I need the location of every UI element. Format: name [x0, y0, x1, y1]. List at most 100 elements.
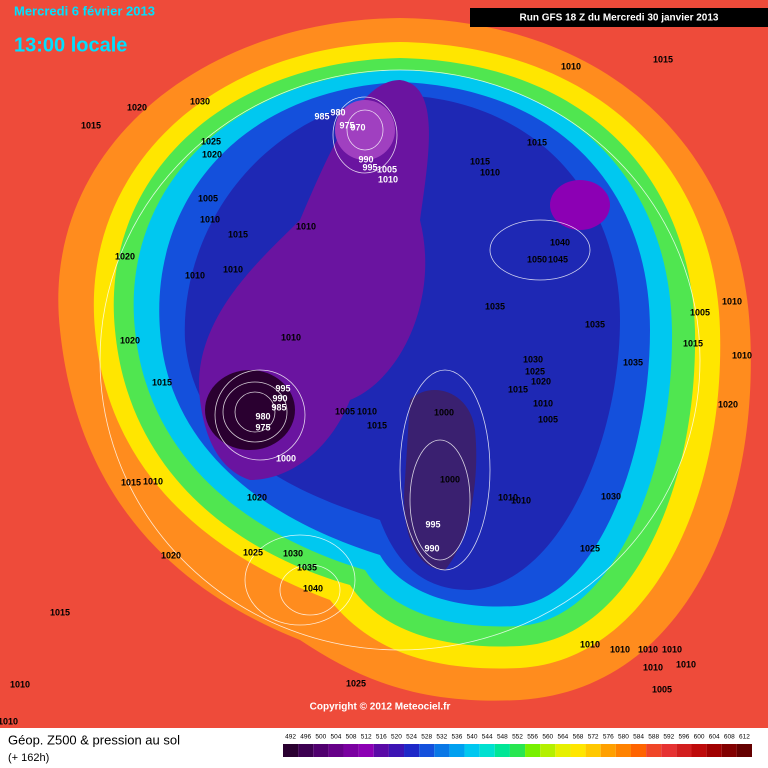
scale-label: 492	[285, 734, 296, 741]
scale-label: 496	[300, 734, 311, 741]
isobar-label: 1005	[377, 164, 397, 174]
isobar-label: 1010	[511, 495, 531, 505]
isobar-label: 1015	[228, 229, 248, 239]
isobar-label: 1030	[523, 354, 543, 364]
isobar-label: 1020	[202, 149, 222, 159]
isobar-label: 975	[255, 422, 270, 432]
run-box	[470, 8, 768, 27]
isobar-label: 1050	[527, 254, 547, 264]
isobar-label: 1015	[527, 137, 547, 147]
isobar-label: 980	[255, 411, 270, 421]
isobar-label: 1035	[297, 562, 317, 572]
isobar-label: 1010	[281, 332, 301, 342]
forecast-date: Mercredi 6 février 2013	[14, 3, 155, 18]
isobar-label: 1010	[533, 398, 553, 408]
isobar-label: 1025	[346, 678, 366, 688]
isobar-label: 1005	[538, 414, 558, 424]
isobar-label: 1030	[283, 548, 303, 558]
scale-label: 584	[633, 734, 644, 741]
isobar-label: 1035	[585, 319, 605, 329]
scale-swatch	[706, 744, 722, 757]
isobar-label: 1010	[185, 270, 205, 280]
isobars	[99, 69, 701, 651]
lead-time: (+ 162h)	[8, 752, 49, 764]
scale-label: 568	[573, 734, 584, 741]
footer-title: Géop. Z500 & pression au sol	[8, 732, 180, 747]
isobar-label: 1015	[367, 420, 387, 430]
isobar-label: 1010	[0, 716, 18, 726]
isobar-label: 1015	[152, 377, 172, 387]
scale-label: 580	[618, 734, 629, 741]
scale-label: 504	[331, 734, 342, 741]
scale-label: 548	[497, 734, 508, 741]
isobar-label: 1010	[561, 61, 581, 71]
isobar-label: 975	[339, 120, 354, 130]
scale-swatch	[630, 744, 647, 757]
scale-label: 544	[482, 734, 493, 741]
isobar-label: 1015	[470, 156, 490, 166]
scale-label: 516	[376, 734, 387, 741]
scale-swatch	[494, 744, 510, 757]
scale-label: 612	[739, 734, 750, 741]
scale-swatch	[585, 744, 601, 757]
copyright: Copyright © 2012 Meteociel.fr	[310, 702, 451, 713]
scale-swatch	[358, 744, 374, 757]
scale-label: 512	[361, 734, 372, 741]
scale-label: 560	[542, 734, 553, 741]
isobar-label: 1030	[190, 96, 210, 106]
scale-label: 588	[648, 734, 659, 741]
scale-label: 508	[346, 734, 357, 741]
scale-swatch	[691, 744, 707, 757]
scale-swatch	[736, 744, 752, 757]
scale-label: 540	[467, 734, 478, 741]
isobar-label: 970	[350, 122, 365, 132]
scale-swatch	[328, 744, 344, 757]
isobar-label: 1020	[531, 376, 551, 386]
isobar-label: 1025	[243, 547, 263, 557]
isobar-label: 1020	[127, 102, 147, 112]
isobar-label: 1015	[653, 54, 673, 64]
isobar-label: 1010	[378, 174, 398, 184]
run-info: Run GFS 18 Z du Mercredi 30 janvier 2013	[520, 13, 719, 24]
scale-swatch	[373, 744, 389, 757]
isobar-label: 1020	[161, 550, 181, 560]
isobar-label: 1000	[434, 407, 454, 417]
isobar-label: 1010	[10, 679, 30, 689]
scale-label: 556	[527, 734, 538, 741]
scale-swatch	[434, 744, 450, 757]
isobar-label: 1005	[690, 307, 710, 317]
isobar-label: 1040	[303, 583, 323, 593]
isobar-label: 1010	[676, 659, 696, 669]
isobar-label: 1010	[732, 350, 752, 360]
z500-field	[0, 0, 768, 728]
isobar-label: 1010	[480, 167, 500, 177]
scale-label: 500	[315, 734, 326, 741]
scale-label: 596	[678, 734, 689, 741]
isobar-label: 995	[362, 162, 377, 172]
scale-swatch	[676, 744, 692, 757]
isobar-label: 1005	[198, 193, 218, 203]
isobar-label: 1025	[201, 136, 221, 146]
scale-swatch	[661, 744, 677, 757]
isobar-label: 1010	[223, 264, 243, 274]
isobar-label: 985	[314, 111, 329, 121]
scale-swatch	[449, 744, 465, 757]
isobar-label: 1010	[722, 296, 742, 306]
scale-swatch	[555, 744, 571, 757]
isobar-label: 1045	[548, 254, 568, 264]
scale-label: 600	[694, 734, 705, 741]
isobar-label: 1015	[508, 384, 528, 394]
isobar-label: 1025	[525, 366, 545, 376]
isobar-label: 1010	[357, 406, 377, 416]
scale-label: 604	[709, 734, 720, 741]
isobar-label: 995	[425, 519, 440, 529]
isobar-label: 990	[358, 154, 373, 164]
scale-label: 576	[603, 734, 614, 741]
scale-swatch	[404, 744, 420, 757]
isobar-label: 1020	[247, 492, 267, 502]
scale-swatch	[540, 744, 556, 757]
scale-swatch	[388, 744, 405, 757]
isobar-label: 1030	[601, 491, 621, 501]
isobar-label: 1040	[550, 237, 570, 247]
